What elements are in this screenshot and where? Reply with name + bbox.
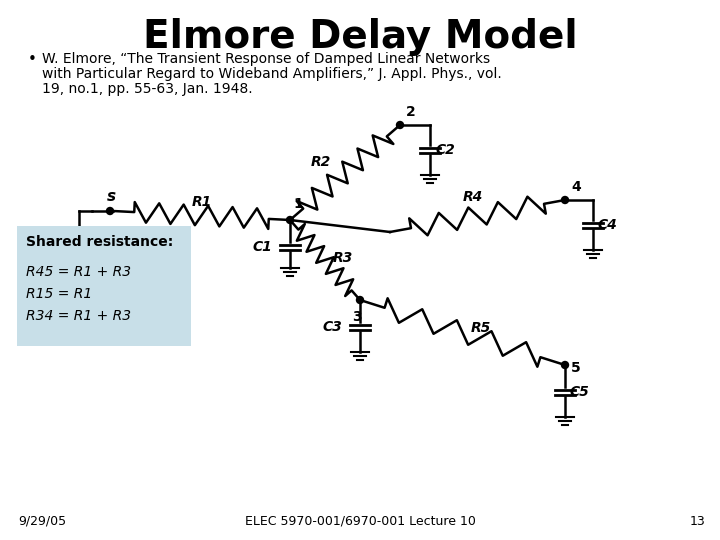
- Text: 1: 1: [293, 197, 302, 211]
- Text: R3: R3: [333, 251, 354, 265]
- Circle shape: [287, 217, 294, 224]
- Text: R5: R5: [470, 321, 491, 334]
- Text: C1: C1: [252, 240, 272, 254]
- Text: W. Elmore, “The Transient Response of Damped Linear Networks: W. Elmore, “The Transient Response of Da…: [42, 52, 490, 66]
- Text: with Particular Regard to Wideband Amplifiers,” J. Appl. Phys., vol.: with Particular Regard to Wideband Ampli…: [42, 67, 502, 81]
- Text: C3: C3: [323, 320, 342, 334]
- Text: 4: 4: [571, 180, 581, 194]
- Text: 13: 13: [689, 515, 705, 528]
- Text: 5: 5: [571, 361, 581, 375]
- Text: 3: 3: [352, 310, 362, 324]
- Text: R1: R1: [192, 195, 212, 209]
- Text: C5: C5: [570, 385, 590, 399]
- Text: 19, no.1, pp. 55-63, Jan. 1948.: 19, no.1, pp. 55-63, Jan. 1948.: [42, 82, 253, 96]
- Text: 9/29/05: 9/29/05: [18, 515, 66, 528]
- Text: ELEC 5970-001/6970-001 Lecture 10: ELEC 5970-001/6970-001 Lecture 10: [245, 515, 475, 528]
- Text: C2: C2: [435, 143, 455, 157]
- Circle shape: [107, 207, 114, 214]
- Text: C4: C4: [598, 218, 618, 232]
- Text: •: •: [28, 52, 37, 67]
- Text: s: s: [107, 189, 116, 204]
- Circle shape: [562, 197, 569, 204]
- Circle shape: [562, 361, 569, 368]
- Text: Elmore Delay Model: Elmore Delay Model: [143, 18, 577, 56]
- Text: R2: R2: [311, 154, 331, 168]
- Text: R45 = R1 + R3: R45 = R1 + R3: [26, 265, 131, 279]
- Text: R15 = R1: R15 = R1: [26, 287, 92, 301]
- Circle shape: [397, 122, 403, 129]
- Text: 2: 2: [406, 105, 415, 119]
- FancyBboxPatch shape: [17, 226, 191, 346]
- Text: Shared resistance:: Shared resistance:: [26, 235, 174, 249]
- Text: R4: R4: [462, 190, 482, 204]
- Circle shape: [356, 296, 364, 303]
- Text: R34 = R1 + R3: R34 = R1 + R3: [26, 309, 131, 323]
